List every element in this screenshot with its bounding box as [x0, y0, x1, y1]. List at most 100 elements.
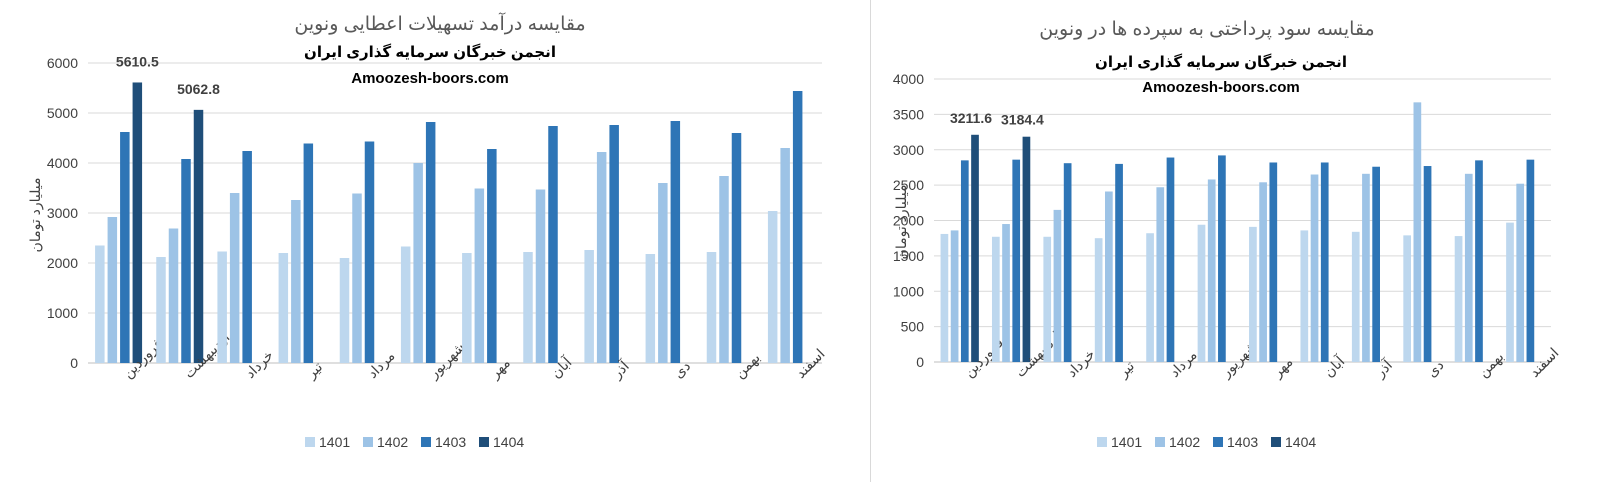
bar-1402: [780, 148, 790, 363]
bar-1404: [1022, 136, 1031, 362]
bar-1403: [487, 149, 497, 363]
legend-label: 1402: [1169, 434, 1200, 450]
bar-1402: [950, 230, 959, 362]
bar-1402: [1156, 187, 1165, 362]
legend-label: 1403: [1227, 434, 1258, 450]
bar-1403: [181, 159, 191, 363]
chart-subtitle-association: انجمن خبرگان سرمایه گذاری ایران: [1095, 53, 1347, 71]
legend-label: 1402: [377, 434, 408, 450]
bar-1403: [1218, 155, 1226, 362]
bar-1401: [706, 252, 717, 363]
bar-1401: [339, 258, 350, 363]
chart-deposit-svg: مقایسه سود پرداختی به سپرده ها در ونوین …: [893, 19, 1562, 450]
bar-1404: [193, 109, 204, 363]
bar-1403: [670, 121, 681, 363]
bar-1402: [413, 163, 423, 363]
y-tick-label: 6000: [47, 55, 78, 71]
bar-1403: [242, 151, 252, 363]
bar-1402: [719, 176, 729, 363]
legend-swatch-1403: [421, 437, 431, 447]
bar-1402: [658, 183, 668, 363]
bar-1402: [1002, 224, 1010, 362]
bar-1403: [364, 141, 375, 363]
bar-1402: [535, 189, 546, 363]
bar-1401: [1043, 236, 1052, 362]
bar-1402: [1053, 209, 1062, 362]
y-tick-label: 4000: [47, 155, 78, 171]
y-tick-label: 2000: [893, 213, 924, 229]
bar-1404: [132, 82, 143, 363]
y-tick-label: 4000: [893, 71, 924, 87]
bar-1403: [1320, 162, 1329, 362]
data-label: 5610.5: [116, 53, 159, 69]
bar-1402: [1259, 182, 1267, 362]
bar-1401: [1146, 233, 1154, 362]
bar-1402: [1310, 174, 1319, 362]
legend-swatch-1404: [479, 437, 489, 447]
bar-1401: [156, 257, 166, 363]
bar-1402: [291, 200, 301, 363]
bar-1403: [1526, 159, 1535, 362]
legend-swatch-1402: [1155, 437, 1165, 447]
bar-1402: [1362, 173, 1370, 362]
bar-1401: [645, 254, 656, 363]
bar-1403: [1166, 157, 1175, 362]
panel-divider: [870, 0, 871, 482]
legend-swatch-1404: [1271, 437, 1281, 447]
bar-1402: [1207, 179, 1216, 362]
legend-label: 1404: [1285, 434, 1316, 450]
y-tick-label: 5000: [47, 105, 78, 121]
y-axis-label: میلیارد تومان: [27, 178, 44, 253]
y-axis-label: میلیارد تومان: [893, 185, 910, 260]
legend-swatch-1402: [363, 437, 373, 447]
bar-1401: [462, 253, 472, 363]
bar-1403: [1012, 159, 1021, 362]
bar-1403: [731, 133, 742, 363]
bar-1402: [352, 193, 362, 363]
bar-1401: [1094, 238, 1103, 362]
chart-income-svg: مقایسه درآمد تسهیلات اعطایی ونوین انجمن …: [27, 11, 828, 450]
legend-label: 1404: [493, 434, 524, 450]
legend-swatch-1403: [1213, 437, 1223, 447]
bar-1403: [609, 125, 619, 363]
bar-1401: [584, 250, 594, 363]
y-tick-label: 1500: [893, 248, 924, 264]
bar-1402: [1105, 191, 1113, 362]
bar-1403: [1063, 163, 1072, 362]
chart-subtitle-website: Amoozesh-boors.com: [1142, 79, 1300, 96]
data-label: 3184.4: [1001, 112, 1044, 128]
bar-1401: [1454, 236, 1463, 362]
y-tick-label: 1000: [893, 283, 924, 299]
bar-1401: [991, 236, 1000, 362]
bar-1401: [523, 252, 533, 363]
legend-swatch-1401: [305, 437, 315, 447]
chart-title: مقایسه سود پرداختی به سپرده ها در ونوین: [1039, 19, 1374, 40]
bar-1403: [303, 143, 314, 363]
bar-1401: [1403, 235, 1412, 362]
bar-1401: [95, 245, 105, 363]
bar-1402: [1413, 102, 1422, 362]
bar-1401: [1197, 224, 1206, 362]
chart-panel-income: مقایسه درآمد تسهیلات اعطایی ونوین انجمن …: [27, 11, 828, 450]
y-tick-label: 3000: [893, 142, 924, 158]
bar-1403: [1269, 162, 1278, 362]
data-label: 5062.8: [177, 81, 220, 97]
bar-1404: [971, 134, 979, 362]
bar-1401: [400, 246, 411, 363]
bar-1401: [940, 233, 949, 362]
y-tick-label: 500: [901, 319, 925, 335]
bar-1402: [168, 228, 179, 363]
legend-label: 1401: [319, 434, 350, 450]
chart-subtitle-website: Amoozesh-boors.com: [351, 70, 509, 87]
chart-subtitle-association: انجمن خبرگان سرمایه گذاری ایران: [304, 43, 556, 61]
data-label: 3211.6: [950, 110, 992, 126]
bar-1401: [1249, 226, 1257, 362]
bar-1401: [278, 253, 289, 363]
y-tick-label: 3500: [893, 106, 924, 122]
chart-panel-deposit-interest: مقایسه سود پرداختی به سپرده ها در ونوین …: [871, 0, 1617, 482]
chart-title: مقایسه درآمد تسهیلات اعطایی ونوین: [294, 11, 585, 35]
bar-1401: [1300, 230, 1309, 362]
legend-label: 1403: [435, 434, 466, 450]
bar-1403: [1115, 163, 1123, 362]
legend-swatch-1401: [1097, 437, 1107, 447]
